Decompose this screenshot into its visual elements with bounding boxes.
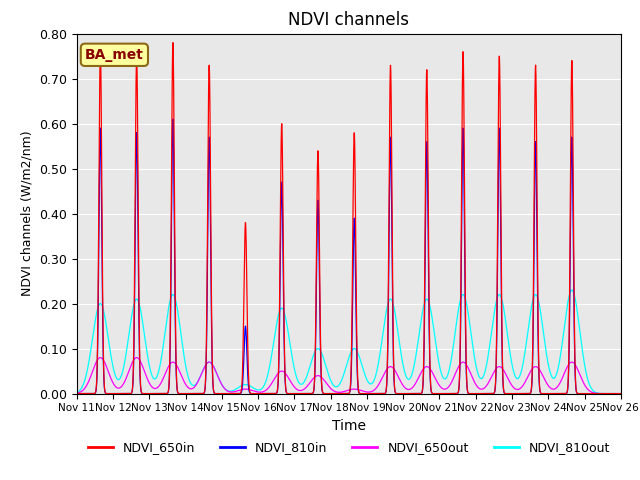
Text: BA_met: BA_met (85, 48, 144, 62)
NDVI_810out (588, 386, 596, 392)
Y-axis label: NDVI channels (W/m2/nm): NDVI channels (W/m2/nm) (20, 131, 33, 297)
Line: NDVI_650out: NDVI_650out (77, 358, 621, 394)
NDVI_650out (567, 360, 575, 365)
Title: NDVI channels: NDVI channels (288, 11, 410, 29)
NDVI_810out (566, 288, 574, 294)
NDVI_810in (169, 116, 177, 122)
Line: NDVI_810in: NDVI_810in (77, 119, 621, 394)
NDVI_810in (567, 211, 575, 216)
NDVI_650in (169, 40, 177, 46)
NDVI_810out (73, 390, 81, 396)
NDVI_810in (138, 390, 146, 396)
NDVI_650in (73, 391, 81, 396)
NDVI_650in (413, 391, 421, 396)
NDVI_650out (617, 391, 625, 396)
NDVI_650out (138, 362, 146, 368)
NDVI_810in (588, 391, 596, 396)
NDVI_810in (73, 391, 81, 396)
NDVI_810out (617, 391, 625, 396)
Line: NDVI_810out: NDVI_810out (77, 290, 621, 394)
Legend: NDVI_650in, NDVI_810in, NDVI_650out, NDVI_810out: NDVI_650in, NDVI_810in, NDVI_650out, NDV… (83, 436, 615, 459)
NDVI_650out (73, 390, 81, 396)
NDVI_650in (564, 379, 572, 385)
NDVI_810in (617, 391, 625, 396)
NDVI_650in (282, 377, 289, 383)
NDVI_650in (617, 391, 625, 396)
NDVI_650out (564, 362, 572, 368)
NDVI_650out (413, 377, 421, 383)
NDVI_650in (588, 391, 596, 396)
NDVI_810in (413, 391, 421, 396)
NDVI_650out (133, 355, 141, 360)
Line: NDVI_650in: NDVI_650in (77, 43, 621, 394)
NDVI_810out (564, 299, 572, 304)
NDVI_810in (564, 382, 572, 387)
NDVI_650out (588, 389, 596, 395)
NDVI_650in (138, 390, 146, 396)
NDVI_650out (282, 371, 289, 376)
NDVI_810out (282, 313, 289, 319)
NDVI_650in (567, 157, 575, 163)
NDVI_810out (568, 287, 575, 293)
NDVI_810out (413, 345, 421, 350)
NDVI_810out (138, 314, 146, 320)
X-axis label: Time: Time (332, 419, 366, 433)
NDVI_810in (282, 380, 289, 386)
